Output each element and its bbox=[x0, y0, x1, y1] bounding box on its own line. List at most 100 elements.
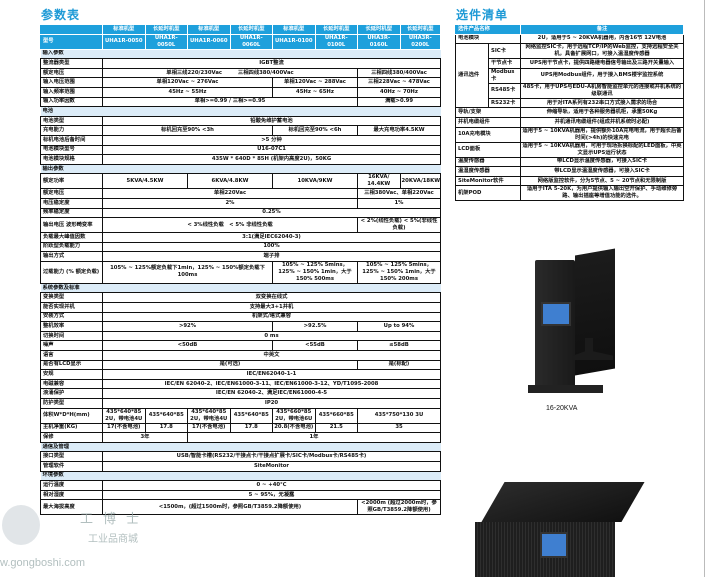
option-row: 温度传感器 带LCD显示温度传感器，可接入SIC卡 bbox=[454, 156, 685, 168]
header-row-type: 标准机型 长延时机型 标准机型 长延时机型 标准机型 长延时机型 长延时机型 长延时机型 bbox=[40, 24, 441, 35]
table-row: 额定电压 单相220Vac 三相380Vac、单相220Vac bbox=[40, 188, 441, 199]
model-number: UHA1R-0050 bbox=[102, 33, 146, 50]
row-label: 是否有LCD显示 bbox=[40, 359, 103, 371]
row-label: 运行温度 bbox=[40, 480, 103, 491]
cell-value: 105% ~ 125%额定负载下1min，125% ~ 150%额定负载下100… bbox=[102, 260, 273, 284]
option-note: 适用于5 ~ 10KVA机器用，可用于现场拆换标配的LED面板，中英文显示UPS… bbox=[520, 141, 685, 158]
cell-value: SiteMonitor bbox=[102, 460, 441, 472]
row-label: 充电能力 bbox=[40, 125, 103, 136]
option-name: Modbus卡 bbox=[487, 67, 522, 84]
cell-value: 5 ~ 95%，无凝露 bbox=[102, 489, 441, 501]
header-note: 备注 bbox=[520, 24, 685, 35]
cell-value: 标机回充至90% <3h bbox=[102, 125, 273, 136]
table-row: 整流器类型 IGBT整流 bbox=[40, 58, 441, 69]
cell-value: IP20 bbox=[102, 398, 441, 409]
cell-value: 三相四线380/400Vac bbox=[357, 67, 441, 79]
options-table: 选件产品名称 备注 电池模块 2U，适用于5 ~ 20KVA机器用，内含16节 12V… bbox=[454, 24, 685, 202]
section-heading: 环境参数 bbox=[40, 470, 441, 482]
cell-value: < 3%线性负载 < 5% 非线性负载 bbox=[102, 217, 358, 234]
section-heading: 输出参数 bbox=[40, 163, 441, 175]
table-row: 阶跃型负载能力 100% bbox=[40, 241, 441, 253]
option-name: 机架POD bbox=[454, 185, 522, 202]
option-name: SIC卡 bbox=[487, 43, 522, 60]
table-row: 相对湿度 5 ~ 95%，无凝露 bbox=[40, 489, 441, 501]
row-label: 电压稳定度 bbox=[40, 197, 103, 209]
ups-rack-image bbox=[475, 480, 645, 577]
model-type: 标准机型 bbox=[187, 24, 231, 35]
cell-value: 17(不含电池) bbox=[187, 422, 231, 434]
section-row: 输出参数 bbox=[40, 163, 441, 175]
option-note: 适用于5 ~ 10KVA机器用，提供额外10A充电电流，用于超长后备时间(>4h… bbox=[520, 126, 685, 143]
model-type: 长延时机型 bbox=[229, 24, 273, 35]
table-row: 输出方式 端子排 bbox=[40, 251, 441, 262]
model-label: 型号 bbox=[40, 33, 103, 50]
row-label: 最大海拔高度 bbox=[40, 499, 103, 516]
cell-value: 435*660*85 bbox=[314, 407, 358, 424]
options-title: 选件清单 bbox=[456, 8, 509, 22]
cell-value: 是(可选) bbox=[102, 359, 358, 371]
option-row: RS485卡 485卡，用于UPS与EDU-A机房智能监控单元的连接或并机系统的级… bbox=[456, 82, 685, 99]
row-label: 输出方式 bbox=[40, 251, 103, 262]
table-row: 安装方式 机架式/塔式兼容 bbox=[40, 311, 441, 323]
cell-value: 0 ~ +40℃ bbox=[102, 480, 441, 491]
watermark-logo-icon bbox=[2, 505, 40, 545]
cell-value: 435*660*85 2U，带电池6U bbox=[272, 407, 316, 424]
model-number: UHA3R-0160L bbox=[357, 33, 401, 50]
ups-tower-image bbox=[523, 248, 625, 400]
cell-value: 0.25% bbox=[102, 207, 441, 219]
cell-value: >92.5% bbox=[272, 321, 358, 332]
cell-value: 最大充电功率4.5KW bbox=[357, 125, 441, 136]
cell-value: 铅酸免维护蓄电池 bbox=[102, 115, 441, 127]
option-note: UPS用干节点卡，提供四路继电器信号输出及三路开关量输入 bbox=[520, 58, 685, 69]
option-row: 干节点卡 UPS用干节点卡，提供四路继电器信号输出及三路开关量输入 bbox=[456, 58, 685, 69]
option-note: UPS用Modbus组件，用于接入BMS楼宇监控系统 bbox=[520, 67, 685, 84]
cell-value: 1% bbox=[357, 197, 441, 209]
cell-value: 105% ~ 125% 5mins，125% ~ 150% 1min，大于150… bbox=[357, 260, 441, 284]
cell-value: U16-07C1 bbox=[102, 144, 441, 156]
row-label: 负载最大峰值因数 bbox=[40, 232, 103, 243]
cell-value: 中英文 bbox=[102, 350, 441, 361]
row-label: 输入频率范围 bbox=[40, 86, 103, 98]
row-label: 保修 bbox=[40, 432, 103, 443]
row-label: 变换类型 bbox=[40, 292, 103, 304]
row-label: 语言 bbox=[40, 350, 103, 361]
row-label: 过载能力 (% 额定负载) bbox=[40, 260, 103, 284]
cell-value: 20KVA/18KW bbox=[399, 173, 441, 190]
cell-value: 20.8(不含电池) bbox=[272, 422, 316, 434]
option-group: 通讯选件 bbox=[455, 43, 489, 109]
option-note: 网络监控SIC卡，用于远程TCP/IP的Web监控，支持远程安全关机，具备扩展网… bbox=[520, 43, 685, 60]
cell-value: 17.8 bbox=[144, 422, 188, 434]
option-name: 导轨/支架 bbox=[454, 107, 522, 118]
cell-value: IEC/EN 62040-2、IEC/EN61000-3-11、IEC/EN61… bbox=[102, 378, 441, 390]
cell-value: 单相220Vac bbox=[102, 188, 358, 199]
table-row: 额定功率 5KVA/4.5KW 6KVA/4.8KW 10KVA/9KW 16KVA/ … bbox=[40, 173, 441, 190]
cell-value: 35 bbox=[357, 422, 441, 434]
table-row: 体积W*D*H(mm) 435*640*85 2U，带电池4U 435*640*85… bbox=[40, 407, 441, 424]
option-note: 适用于ITA 5-20K，为用户提供输入输出空开保护、手动维修旁路、输出插座等增… bbox=[520, 185, 685, 202]
table-row: 整机效率 >92% >92.5% Up to 94% bbox=[40, 321, 441, 332]
cell-value: 435*640*85 2U，带电池4U bbox=[102, 407, 146, 424]
row-label: 输出电压 波形畸变率 bbox=[40, 217, 103, 234]
table-row: 输入功率因数 单相>=0.99 / 三相>=0.95 满载>0.99 bbox=[40, 96, 441, 108]
row-label: 管理软件 bbox=[40, 460, 103, 472]
row-label: 输入功率因数 bbox=[40, 96, 103, 108]
table-row: 浪涌保护 IEC/EN 62040-2、满足IEC/EN61000-4-5 bbox=[40, 388, 441, 399]
row-label: 浪涌保护 bbox=[40, 388, 103, 399]
cell-value: 10KVA/9KW bbox=[272, 173, 358, 190]
option-name: 干节点卡 bbox=[487, 58, 522, 69]
option-note: 伸缩导轨，适用于各种服务器机柜，承重50Kg bbox=[520, 107, 685, 118]
option-row: 电池模块 2U，适用于5 ~ 20KVA机器用，内含16节 12V电池 bbox=[454, 33, 685, 45]
model-type: 长延时机型 bbox=[144, 24, 188, 35]
row-label: 安装方式 bbox=[40, 311, 103, 323]
table-row: 过载能力 (% 额定负载) 105% ~ 125%额定负载下1min，125% ~… bbox=[40, 260, 441, 284]
cell-value: 40Hz ~ 70Hz bbox=[357, 86, 441, 98]
table-row: 保修 3年 1年 bbox=[40, 432, 441, 443]
cell-value: 435W * 640D * 85H (机架内高度2U)，50KG bbox=[102, 154, 441, 165]
spec-title: 参数表 bbox=[41, 8, 81, 22]
row-label: 噪声 bbox=[40, 340, 103, 352]
options-header: 选件产品名称 备注 bbox=[454, 24, 685, 35]
cell-value: 435*640*85 bbox=[229, 407, 273, 424]
section-heading: 输入参数 bbox=[40, 48, 441, 60]
cell-value: 3:1(满足IEC62040-3) bbox=[102, 232, 441, 243]
option-row: Modbus卡 UPS用Modbus组件，用于接入BMS楼宇监控系统 bbox=[456, 67, 685, 84]
